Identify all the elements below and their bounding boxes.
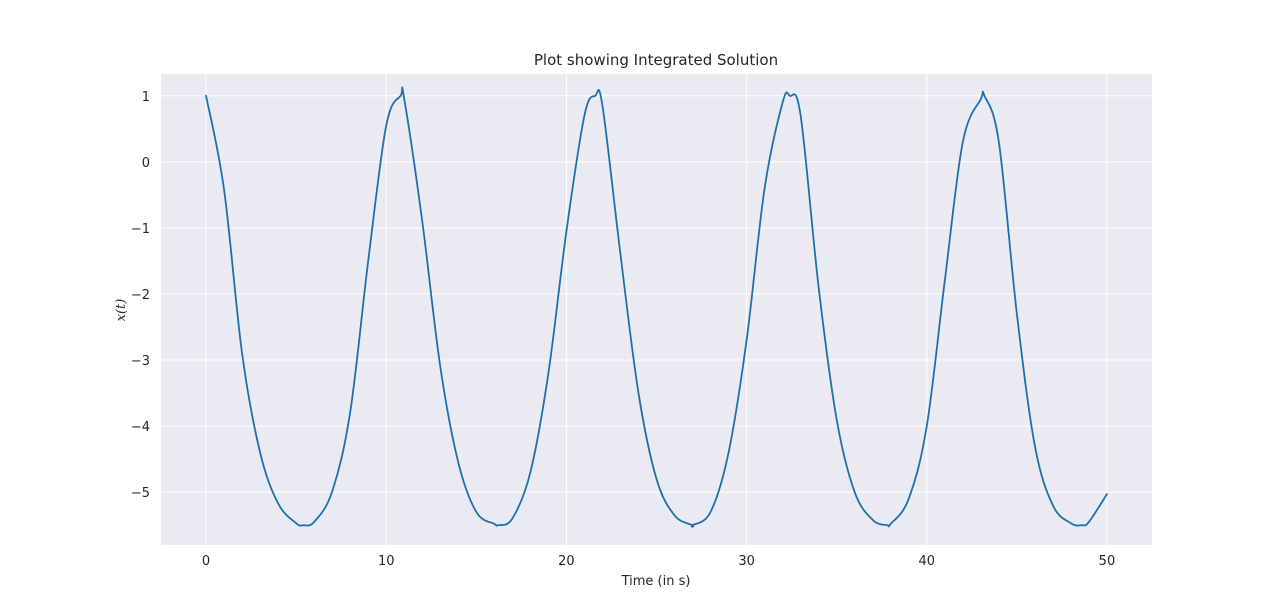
y-tick-label: 0	[142, 156, 150, 171]
y-tick-label: −3	[131, 354, 150, 369]
x-tick-label: 10	[378, 554, 395, 569]
grid-lines	[161, 74, 1152, 545]
y-axis-label: x(t)	[114, 299, 129, 322]
series-lines	[205, 86, 1108, 528]
y-tick-label: −2	[131, 288, 150, 303]
x-tick-label: 0	[202, 554, 210, 569]
series-line-0	[205, 86, 1108, 528]
y-tick-label: 1	[142, 90, 150, 105]
y-tick-label: −4	[131, 420, 150, 435]
y-tick-label: −5	[131, 486, 150, 501]
plot-background	[161, 74, 1152, 545]
x-tick-label: 20	[558, 554, 575, 569]
y-tick-label: −1	[131, 222, 150, 237]
x-axis-label: Time (in s)	[621, 574, 691, 589]
x-tick-label: 40	[918, 554, 935, 569]
x-tick-label: 30	[738, 554, 755, 569]
chart-title: Plot showing Integrated Solution	[534, 51, 778, 69]
x-tick-label: 50	[1099, 554, 1116, 569]
